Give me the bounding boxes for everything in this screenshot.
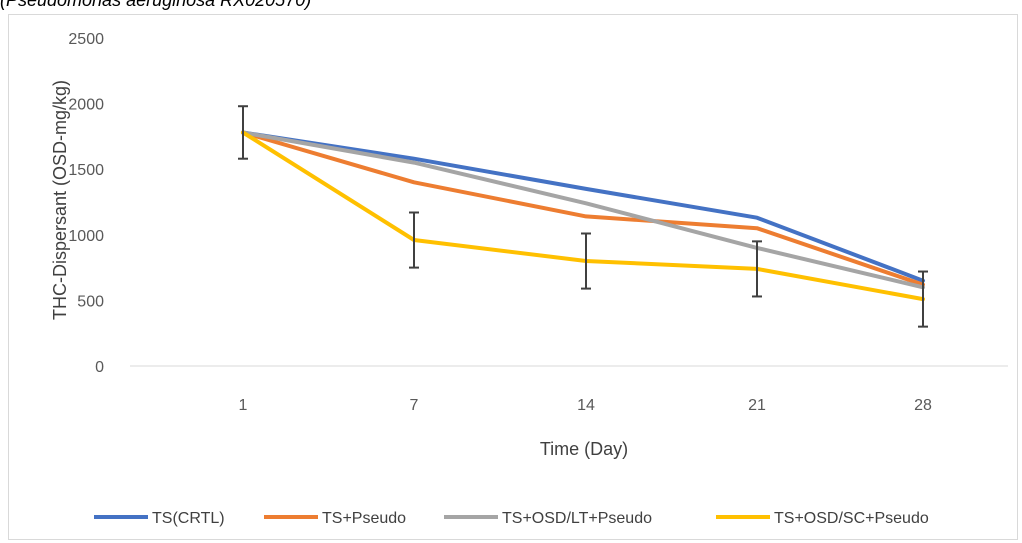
x-tick-label: 28 [914,397,932,414]
x-tick-label: 1 [239,397,248,414]
y-tick-label: 2000 [68,97,104,114]
legend-item: TS+Pseudo [264,510,406,527]
y-tick-labels: 0 500 1000 1500 2000 2500 [68,31,104,376]
legend-item: TS+OSD/LT+Pseudo [444,510,652,527]
y-tick-label: 2500 [68,31,104,48]
y-tick-label: 500 [77,293,104,310]
error-bar [409,211,419,269]
x-tick-labels: 1 7 14 21 28 [239,397,932,414]
error-bar [752,240,762,298]
series-line-0 [241,130,925,283]
legend-item: TS+OSD/SC+Pseudo [716,510,929,527]
legend-label: TS+OSD/SC+Pseudo [774,510,929,527]
x-tick-label: 7 [410,397,419,414]
figure-caption: (Pseudomonas aeruginosa RX020570) [0,0,312,10]
x-tick-label: 21 [748,397,766,414]
y-tick-label: 1500 [68,162,104,179]
chart-frame [8,14,1018,540]
y-tick-label: 1000 [68,228,104,245]
y-axis-title: THC-Dispersant (OSD-mg/kg) [50,80,70,320]
legend-item: TS(CRTL) [94,510,225,527]
legend-label: TS+Pseudo [322,510,406,527]
legend-label: TS+OSD/LT+Pseudo [502,510,652,527]
y-axis-title-group: THC-Dispersant (OSD-mg/kg) [50,80,70,320]
series-line-1 [241,130,925,287]
series-line-2 [241,130,925,290]
legend-label: TS(CRTL) [152,510,225,527]
error-bar [918,270,928,328]
error-bars [238,105,928,328]
x-axis-title: Time (Day) [540,439,628,459]
x-tick-label: 14 [577,397,595,414]
legend: TS(CRTL) TS+Pseudo TS+OSD/LT+Pseudo TS+OSD/… [94,510,929,527]
series-lines [241,130,925,302]
error-bar [581,232,591,290]
y-tick-label: 0 [95,359,104,376]
error-bar [238,105,248,160]
